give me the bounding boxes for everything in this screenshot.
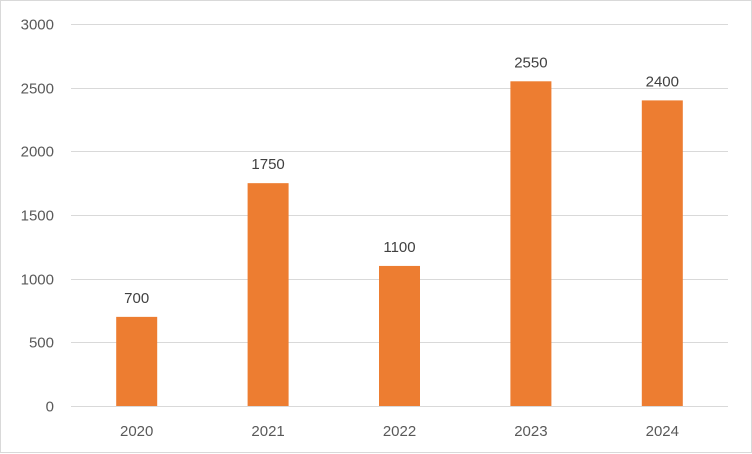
bar	[641, 100, 683, 407]
bar	[510, 81, 552, 407]
data-label: 2400	[646, 73, 679, 90]
y-tick-label: 3000	[21, 17, 54, 34]
y-tick-label: 0	[46, 399, 54, 416]
bar	[379, 265, 420, 406]
y-tick-label: 2000	[21, 144, 54, 161]
y-tick-label: 1500	[21, 208, 54, 225]
data-label: 700	[124, 290, 149, 307]
bar	[247, 183, 289, 406]
data-label: 1100	[383, 239, 415, 256]
x-tick-label: 2021	[251, 423, 284, 440]
bar	[116, 316, 158, 406]
y-tick-label: 1000	[21, 272, 54, 289]
data-label: 2550	[514, 54, 547, 71]
y-tick-label: 500	[29, 335, 54, 352]
x-tick-label: 2024	[646, 423, 679, 440]
data-label: 1750	[251, 156, 284, 173]
y-tick-label: 2500	[21, 81, 54, 98]
x-tick-label: 2022	[383, 423, 416, 440]
x-tick-label: 2023	[514, 423, 547, 440]
x-tick-label: 2020	[120, 423, 153, 440]
